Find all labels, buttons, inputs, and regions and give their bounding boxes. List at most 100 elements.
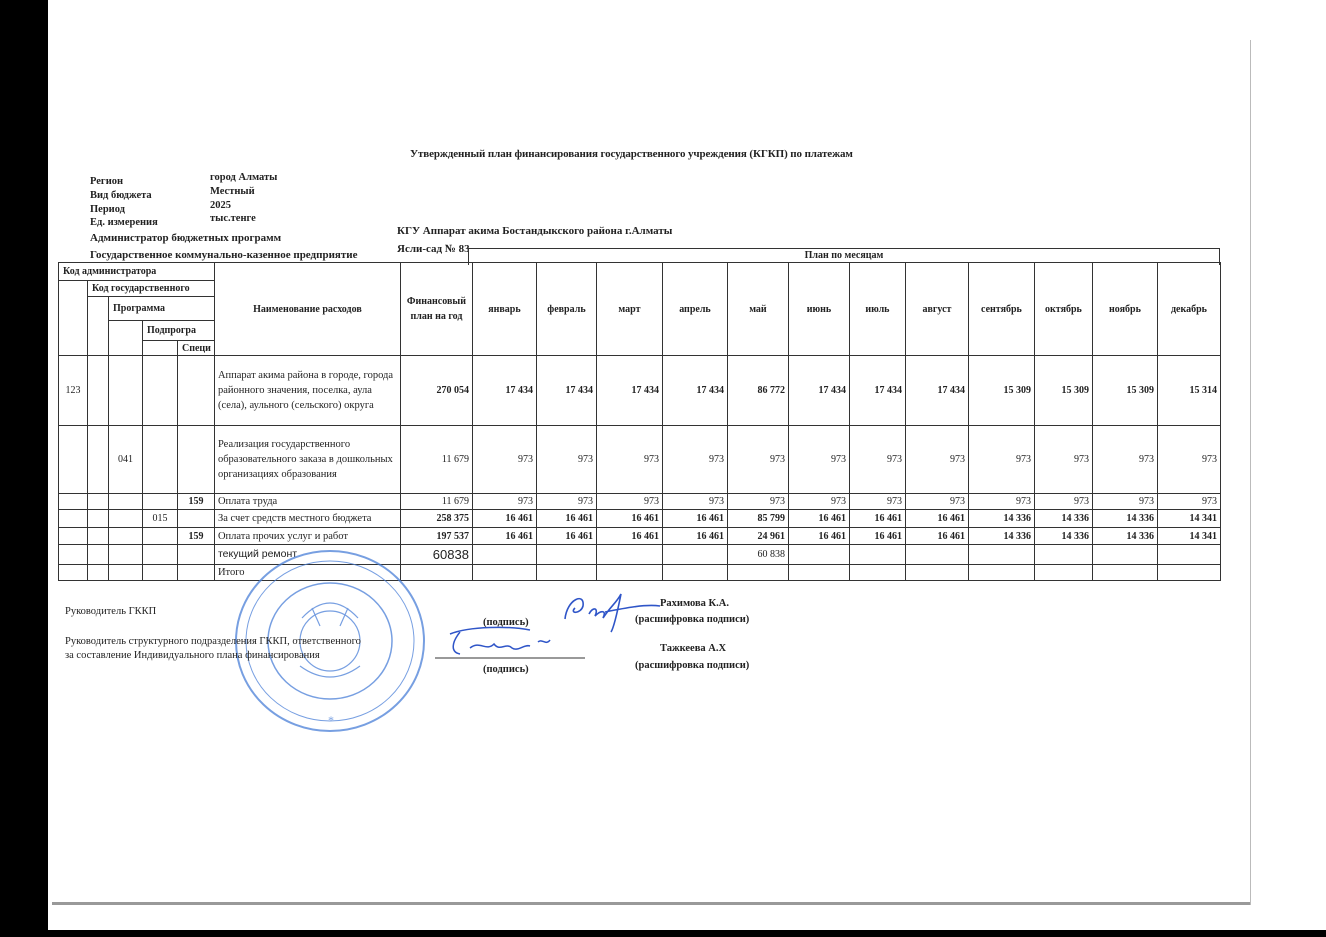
header-name: Наименование расходов <box>213 262 401 356</box>
meta-label: Период <box>90 204 125 215</box>
code-cell <box>87 355 109 426</box>
month-value: 16 461 <box>595 509 663 528</box>
month-value <box>1156 544 1221 565</box>
header-month: март <box>595 262 663 356</box>
header-month: май <box>726 262 789 356</box>
month-value <box>1156 564 1221 581</box>
month-value: 16 461 <box>848 509 906 528</box>
responsible-name: Тажкеева А.Х <box>660 643 727 654</box>
header-month: октябрь <box>1033 262 1093 356</box>
month-value: 973 <box>787 493 850 510</box>
month-value: 60 838 <box>726 544 789 565</box>
header-month: февраль <box>535 262 597 356</box>
month-value <box>471 544 537 565</box>
month-value: 15 309 <box>1091 355 1158 426</box>
month-value <box>595 544 663 565</box>
month-value: 14 336 <box>1033 509 1093 528</box>
table-row: 159 Оплата труда 11 679 973 973 973 973 973 973 9… <box>58 493 1221 510</box>
administrator-value: КГУ Аппарат акима Бостандыкского района … <box>397 225 673 237</box>
header-spacer <box>58 280 88 356</box>
code-cell <box>87 527 109 545</box>
expense-name: Реализация государственного образователь… <box>213 425 401 494</box>
annual-plan: 11 679 <box>399 425 473 494</box>
month-value: 16 461 <box>787 527 850 545</box>
table-row: Итого <box>58 564 1221 581</box>
code-cell: 015 <box>142 509 178 528</box>
header-specific: Специ <box>177 340 215 356</box>
code-cell <box>87 564 109 581</box>
code-cell <box>108 493 143 510</box>
month-value: 14 341 <box>1156 527 1221 545</box>
month-value: 973 <box>471 425 537 494</box>
meta-value: 2025 <box>210 200 231 211</box>
code-cell <box>142 527 178 545</box>
header-annual: Финансовый план на год <box>399 262 473 356</box>
code-cell <box>87 493 109 510</box>
meta-label: Вид бюджета <box>90 190 152 201</box>
code-cell <box>87 544 109 565</box>
code-cell <box>87 425 109 494</box>
month-value: 85 799 <box>726 509 789 528</box>
month-value <box>661 544 728 565</box>
code-cell <box>108 527 143 545</box>
signature-head <box>564 593 661 633</box>
enterprise-value: Ясли-сад № 83 <box>397 243 470 255</box>
month-value <box>1091 564 1158 581</box>
month-value <box>904 564 969 581</box>
header-month: ноябрь <box>1091 262 1158 356</box>
month-value: 973 <box>1091 493 1158 510</box>
month-value <box>726 564 789 581</box>
document-title: Утвержденный план финансирования государ… <box>410 148 853 160</box>
month-value: 14 336 <box>967 509 1035 528</box>
month-value: 973 <box>1033 493 1093 510</box>
month-value: 16 461 <box>535 509 597 528</box>
code-cell <box>58 493 88 510</box>
month-value: 973 <box>535 425 597 494</box>
svg-text:*: * <box>328 713 334 727</box>
annual-plan: 197 537 <box>399 527 473 545</box>
code-cell: 159 <box>177 527 215 545</box>
code-cell <box>58 509 88 528</box>
month-value: 15 309 <box>967 355 1035 426</box>
month-value <box>967 564 1035 581</box>
header-spacer <box>87 296 109 356</box>
expense-name: Оплата прочих услуг и работ <box>213 527 401 545</box>
month-value: 973 <box>904 425 969 494</box>
code-cell <box>142 425 178 494</box>
code-cell: 041 <box>108 425 143 494</box>
header-month: сентябрь <box>967 262 1035 356</box>
official-stamp: * <box>235 550 425 732</box>
month-value: 16 461 <box>787 509 850 528</box>
table-row: 015 За счет средств местного бюджета 258 3… <box>58 509 1221 528</box>
month-value: 973 <box>726 493 789 510</box>
plan-by-month-header: План по месяцам <box>468 248 1220 265</box>
header-program: Программа <box>108 296 215 321</box>
header-month: декабрь <box>1156 262 1221 356</box>
enterprise-label: Государственное коммунально-казенное пре… <box>90 249 358 261</box>
month-value: 17 434 <box>661 355 728 426</box>
month-value: 16 461 <box>471 527 537 545</box>
administrator-label: Администратор бюджетных программ <box>90 232 282 244</box>
financing-plan-table: Код администратора Наименование расходов… <box>58 262 1221 581</box>
table-row: 041 Реализация государственного образоват… <box>58 425 1221 494</box>
month-value <box>848 544 906 565</box>
month-value <box>904 544 969 565</box>
month-value: 16 461 <box>904 527 969 545</box>
month-value: 973 <box>1091 425 1158 494</box>
signature-responsible <box>435 626 585 659</box>
header-gov-code: Код государственного <box>87 280 215 297</box>
month-value: 973 <box>471 493 537 510</box>
code-cell <box>177 509 215 528</box>
month-value: 14 341 <box>1156 509 1221 528</box>
meta-value: город Алматы <box>210 172 278 183</box>
header-subprogram: Подпрогра <box>142 320 215 341</box>
header-month: август <box>904 262 969 356</box>
month-value <box>535 564 597 581</box>
code-cell <box>58 425 88 494</box>
code-cell: 159 <box>177 493 215 510</box>
month-value: 16 461 <box>848 527 906 545</box>
head-name: Рахимова К.А. <box>660 598 729 609</box>
annual-plan: 270 054 <box>399 355 473 426</box>
month-value: 16 461 <box>535 527 597 545</box>
month-value <box>595 564 663 581</box>
